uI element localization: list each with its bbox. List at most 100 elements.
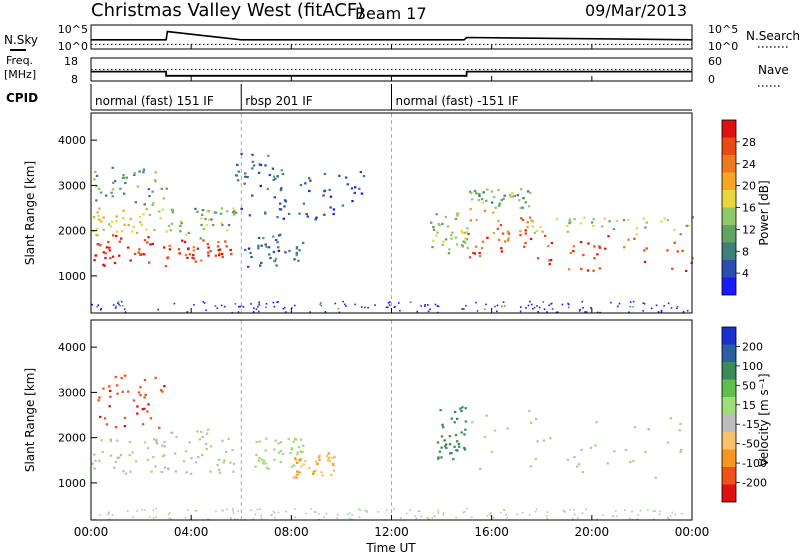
cell-10-29 xyxy=(500,199,503,202)
speckle-82 xyxy=(414,515,416,517)
power-ytick-label-1: 3000 xyxy=(58,179,86,192)
cell-6-38 xyxy=(257,244,260,247)
cell-2-4 xyxy=(151,203,154,207)
velocity-colorbar-label: Velocity [m s⁻¹] xyxy=(757,373,771,466)
speckle-124 xyxy=(686,309,689,312)
xtick-label-2: 08:00 xyxy=(274,525,309,539)
speckle-6 xyxy=(364,509,366,512)
speckle-94 xyxy=(359,509,362,512)
cell-8-14 xyxy=(461,245,465,248)
speckle-47 xyxy=(250,509,252,512)
cell-6-24 xyxy=(276,241,279,244)
cell-5-15 xyxy=(264,211,267,214)
cell-12-35 xyxy=(603,217,606,220)
cell-1-37 xyxy=(161,208,164,211)
cell-7-22 xyxy=(323,172,327,176)
cell-0-16 xyxy=(133,252,137,255)
cell-2-1 xyxy=(112,181,115,184)
cell-4-10 xyxy=(179,220,183,223)
cell-6-23 xyxy=(295,246,299,249)
speckle-24 xyxy=(337,513,339,516)
cell-4-18 xyxy=(328,459,331,462)
cell-4-18 xyxy=(194,207,197,210)
cell-0-35 xyxy=(114,460,117,463)
cell-5-19 xyxy=(236,179,240,182)
speckle-69 xyxy=(358,516,361,518)
cell-11-17 xyxy=(671,267,674,270)
speckle-14 xyxy=(354,303,356,306)
speckle-62 xyxy=(157,308,159,311)
speckle-142 xyxy=(237,311,240,313)
speckle-128 xyxy=(610,301,612,304)
speckle-58 xyxy=(360,306,363,308)
cell-8-31 xyxy=(441,243,444,246)
cell-3-31 xyxy=(181,239,184,242)
cell-1-1 xyxy=(136,405,139,408)
velocity-colorbar-swatch-6 xyxy=(722,379,736,397)
speckle-88 xyxy=(519,310,522,313)
speckle-79 xyxy=(584,311,586,313)
speckle-15 xyxy=(436,305,439,307)
cell-8-6 xyxy=(465,231,469,234)
speckle-50 xyxy=(284,306,286,309)
speckle-147 xyxy=(503,508,505,511)
cell-2-11 xyxy=(200,430,203,433)
speckle-153 xyxy=(567,302,569,305)
cell-0-32 xyxy=(163,246,166,249)
cell-5-21 xyxy=(276,175,279,178)
cell-3-14 xyxy=(220,252,224,256)
velocity-colorbar-swatch-8 xyxy=(722,344,736,362)
cell-6-34 xyxy=(262,237,265,240)
cell-6-20 xyxy=(647,428,651,431)
cell-4-4 xyxy=(199,237,202,240)
cell-1-18 xyxy=(102,216,105,219)
speckle-64 xyxy=(155,515,157,518)
cell-10-19 xyxy=(490,190,494,193)
cell-4-5 xyxy=(187,231,191,234)
speckle-38 xyxy=(415,517,418,520)
cell-3-35 xyxy=(258,440,262,443)
cell-9-39 xyxy=(500,250,504,253)
cell-1-3 xyxy=(146,410,149,413)
cell-11-37 xyxy=(666,249,669,252)
speckle-78 xyxy=(582,307,584,309)
cell-9-6 xyxy=(507,232,511,235)
speckle-107 xyxy=(173,302,176,305)
cell-2-31 xyxy=(218,468,221,471)
cell-4-35 xyxy=(225,229,229,232)
speckle-112 xyxy=(195,509,198,512)
cell-5-35 xyxy=(259,184,262,187)
cell-11-35 xyxy=(592,269,595,272)
cell-8-23 xyxy=(455,243,459,246)
speckle-27 xyxy=(91,303,93,306)
cell-12-36 xyxy=(660,220,663,223)
cell-7-11 xyxy=(284,200,288,203)
speckle-77 xyxy=(257,305,259,308)
power-colorbar-swatch-4 xyxy=(722,207,736,225)
speckle-122 xyxy=(567,306,570,309)
cell-10-2 xyxy=(477,199,480,202)
cell-5-37 xyxy=(454,434,458,437)
cell-2-32 xyxy=(153,179,157,182)
speckle-41 xyxy=(258,304,261,306)
cell-0-16 xyxy=(161,444,164,447)
cell-6-17 xyxy=(272,250,276,254)
cell-5-15 xyxy=(442,426,445,429)
cell-8-39 xyxy=(444,238,448,241)
cell-8-5 xyxy=(441,222,444,225)
cell-10-13 xyxy=(508,193,512,197)
speckle-115 xyxy=(427,304,429,306)
cell-3-21 xyxy=(273,458,276,461)
cell-3-5 xyxy=(255,440,258,443)
power-colorbar-swatch-9 xyxy=(722,120,736,138)
cell-6-4 xyxy=(298,249,301,252)
cell-3-36 xyxy=(216,245,220,248)
cell-5-33 xyxy=(251,167,254,170)
cell-0-9 xyxy=(155,438,158,442)
cell-1-39 xyxy=(98,396,101,399)
speckle-145 xyxy=(466,508,468,510)
speckle-121 xyxy=(682,311,685,313)
speckle-118 xyxy=(100,309,102,311)
speckle-15 xyxy=(516,513,519,516)
cell-9-4 xyxy=(475,219,478,222)
